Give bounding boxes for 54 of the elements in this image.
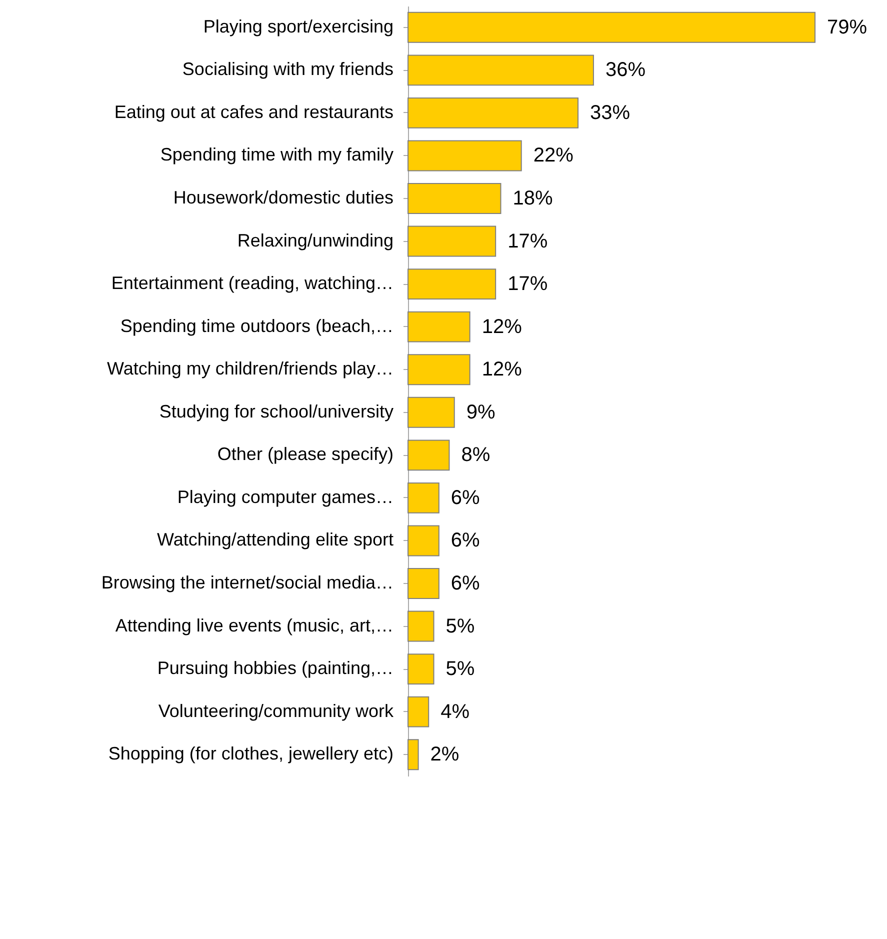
data-label: 5% [446, 615, 475, 638]
y-tick-label: Pursuing hobbies (painting,… [157, 658, 394, 678]
bar [408, 97, 579, 128]
y-tick-label: Eating out at cafes and restaurants [114, 102, 394, 122]
y-tick-label: Housework/domestic duties [173, 188, 394, 208]
y-tick-label: Attending live events (music, art,… [115, 615, 394, 636]
y-tick-label: Volunteering/community work [158, 700, 394, 721]
y-tick-label: Studying for school/university [159, 401, 394, 422]
bar [408, 568, 440, 599]
y-tick-label: Watching/attending elite sport [157, 530, 394, 550]
bar [408, 396, 455, 428]
bar [408, 268, 496, 300]
data-label: 12% [482, 316, 522, 338]
bar [408, 482, 440, 514]
y-tick-label: Shopping (for clothes, jewellery etc) [108, 744, 394, 764]
data-label: 6% [450, 486, 480, 509]
data-label: 2% [430, 744, 460, 766]
y-tick-label: Socialising with my friends [182, 59, 394, 80]
y-tick-label: Spending time outdoors (beach,… [120, 316, 394, 336]
bar [408, 440, 450, 471]
y-tick-label: Browsing the internet/social media… [101, 572, 394, 592]
data-label: 12% [482, 358, 522, 381]
bar [408, 54, 594, 86]
bar [408, 140, 522, 172]
data-label: 6% [450, 572, 480, 594]
bar [408, 610, 434, 642]
bar [408, 739, 419, 770]
y-tick-label: Playing sport/exercising [203, 16, 394, 36]
bar [408, 696, 430, 728]
data-label: 9% [466, 401, 496, 424]
y-tick-label: Other (please specify) [217, 444, 394, 464]
bar [408, 525, 440, 556]
bar [408, 183, 502, 214]
y-tick-label: Entertainment (reading, watching… [111, 273, 394, 294]
data-label: 8% [461, 444, 490, 466]
data-label: 5% [446, 658, 475, 680]
bar [408, 354, 470, 386]
y-tick-label: Spending time with my family [160, 144, 394, 165]
y-tick-label: Relaxing/unwinding [237, 230, 394, 250]
bar [408, 226, 496, 257]
bar [408, 12, 816, 43]
data-label: 33% [590, 102, 630, 124]
data-label: 17% [508, 230, 548, 252]
bar [408, 654, 434, 685]
y-tick-label: Playing computer games… [177, 486, 394, 507]
data-label: 79% [827, 16, 868, 38]
data-label: 18% [512, 188, 553, 210]
data-label: 36% [605, 59, 646, 82]
data-label: 22% [533, 144, 574, 167]
data-label: 4% [440, 700, 470, 723]
data-label: 17% [508, 273, 548, 296]
bar [408, 311, 470, 342]
y-tick-label: Watching my children/friends play… [107, 358, 394, 379]
data-label: 6% [450, 530, 480, 552]
